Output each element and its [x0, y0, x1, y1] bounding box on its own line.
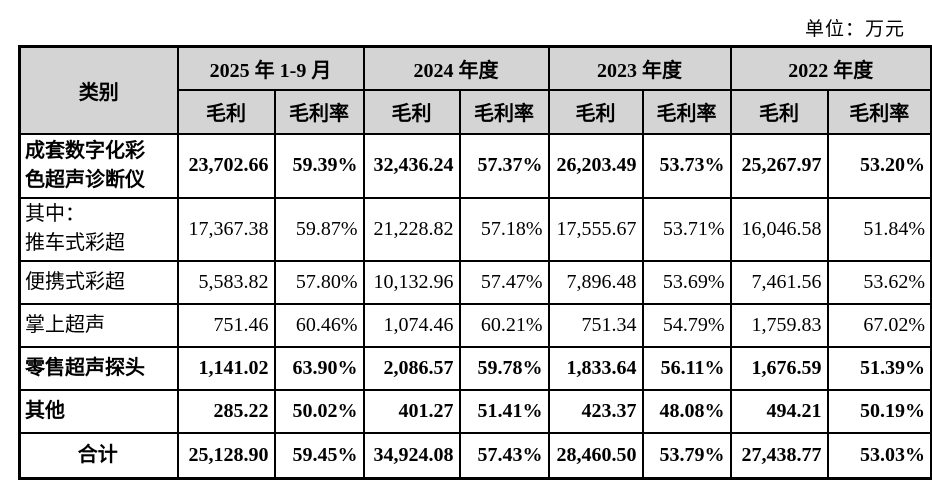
cell-value: 32,436.24: [362, 132, 461, 199]
cell-value: 5,583.82: [176, 259, 276, 305]
cell-value: 53.20%: [826, 132, 932, 199]
row-label: 成套数字化彩 色超声诊断仪: [18, 132, 179, 199]
table-row-total: 合计 25,128.90 59.45% 34,924.08 57.43% 28,…: [18, 431, 932, 480]
gross-margin-header: 毛利率: [641, 88, 732, 135]
cell-value: 53.79%: [641, 431, 732, 480]
cell-value: 26,203.49: [547, 132, 644, 199]
gross-margin-header: 毛利率: [458, 88, 550, 135]
cell-value: 56.11%: [641, 345, 732, 391]
cell-value: 10,132.96: [362, 259, 461, 305]
gross-margin-header: 毛利率: [826, 88, 932, 135]
cell-value: 751.34: [547, 302, 644, 348]
cell-value: 59.45%: [273, 431, 365, 480]
unit-label: 单位：万元: [804, 19, 905, 40]
cell-value: 25,267.97: [729, 132, 829, 199]
cell-value: 60.21%: [458, 302, 550, 348]
cell-value: 25,128.90: [176, 431, 276, 480]
table-row-other: 其他 285.22 50.02% 401.27 51.41% 423.37 48…: [18, 388, 932, 434]
cell-value: 53.71%: [641, 196, 732, 262]
row-label: 便携式彩超: [18, 259, 179, 305]
gross-profit-header: 毛利: [729, 88, 829, 135]
cell-value: 1,074.46: [362, 302, 461, 348]
cell-value: 57.18%: [458, 196, 550, 262]
period-header-2025: 2025 年 1-9 月: [176, 45, 365, 91]
table-row-complete-ultrasound: 成套数字化彩 色超声诊断仪 23,702.66 59.39% 32,436.24…: [18, 132, 932, 199]
table-header: 类别 2025 年 1-9 月 2024 年度 2023 年度 2022 年度 …: [18, 45, 932, 135]
cell-value: 7,461.56: [729, 259, 829, 305]
table-row-retail-probes: 零售超声探头 1,141.02 63.90% 2,086.57 59.78% 1…: [18, 345, 932, 391]
cell-value: 1,676.59: [729, 345, 829, 391]
cell-value: 17,555.67: [547, 196, 644, 262]
cell-value: 1,833.64: [547, 345, 644, 391]
gross-profit-header: 毛利: [547, 88, 644, 135]
gross-profit-table: 类别 2025 年 1-9 月 2024 年度 2023 年度 2022 年度 …: [18, 45, 932, 480]
cell-value: 16,046.58: [729, 196, 829, 262]
gross-profit-header: 毛利: [362, 88, 461, 135]
cell-value: 48.08%: [641, 388, 732, 434]
row-label: 零售超声探头: [18, 345, 179, 391]
period-header-2023: 2023 年度: [547, 45, 732, 91]
cell-value: 63.90%: [273, 345, 365, 391]
cell-value: 34,924.08: [362, 431, 461, 480]
table-row-handheld-ultrasound: 掌上超声 751.46 60.46% 1,074.46 60.21% 751.3…: [18, 302, 932, 348]
cell-value: 17,367.38: [176, 196, 276, 262]
cell-value: 401.27: [362, 388, 461, 434]
cell-value: 57.47%: [458, 259, 550, 305]
cell-value: 50.02%: [273, 388, 365, 434]
cell-value: 1,759.83: [729, 302, 829, 348]
row-label: 其中： 推车式彩超: [18, 196, 179, 262]
cell-value: 423.37: [547, 388, 644, 434]
cell-value: 28,460.50: [547, 431, 644, 480]
cell-value: 494.21: [729, 388, 829, 434]
category-header: 类别: [18, 45, 179, 135]
cell-value: 60.46%: [273, 302, 365, 348]
cell-value: 50.19%: [826, 388, 932, 434]
row-label: 掌上超声: [18, 302, 179, 348]
cell-value: 53.69%: [641, 259, 732, 305]
cell-value: 59.87%: [273, 196, 365, 262]
cell-value: 53.03%: [826, 431, 932, 480]
gross-margin-header: 毛利率: [273, 88, 365, 135]
table-body: 成套数字化彩 色超声诊断仪 23,702.66 59.39% 32,436.24…: [18, 132, 932, 480]
cell-value: 59.39%: [273, 132, 365, 199]
table-row-portable-ultrasound: 便携式彩超 5,583.82 57.80% 10,132.96 57.47% 7…: [18, 259, 932, 305]
cell-value: 51.84%: [826, 196, 932, 262]
row-label: 其他: [18, 388, 179, 434]
cell-value: 7,896.48: [547, 259, 644, 305]
cell-value: 1,141.02: [176, 345, 276, 391]
cell-value: 57.80%: [273, 259, 365, 305]
cell-value: 59.78%: [458, 345, 550, 391]
cell-value: 2,086.57: [362, 345, 461, 391]
cell-value: 53.62%: [826, 259, 932, 305]
cell-value: 67.02%: [826, 302, 932, 348]
gross-profit-header: 毛利: [176, 88, 276, 135]
cell-value: 57.43%: [458, 431, 550, 480]
cell-value: 751.46: [176, 302, 276, 348]
period-header-row: 类别 2025 年 1-9 月 2024 年度 2023 年度 2022 年度: [18, 45, 932, 135]
cell-value: 54.79%: [641, 302, 732, 348]
cell-value: 23,702.66: [176, 132, 276, 199]
cell-value: 27,438.77: [729, 431, 829, 480]
row-label: 合计: [18, 431, 179, 480]
table-row-cart-ultrasound: 其中： 推车式彩超 17,367.38 59.87% 21,228.82 57.…: [18, 196, 932, 262]
cell-value: 57.37%: [458, 132, 550, 199]
cell-value: 53.73%: [641, 132, 732, 199]
cell-value: 21,228.82: [362, 196, 461, 262]
period-header-2024: 2024 年度: [362, 45, 550, 91]
cell-value: 51.39%: [826, 345, 932, 391]
period-header-2022: 2022 年度: [729, 45, 932, 91]
cell-value: 285.22: [176, 388, 276, 434]
cell-value: 51.41%: [458, 388, 550, 434]
sub-header-row: 毛利 毛利率 毛利 毛利率 毛利 毛利率 毛利 毛利率: [20, 88, 932, 135]
